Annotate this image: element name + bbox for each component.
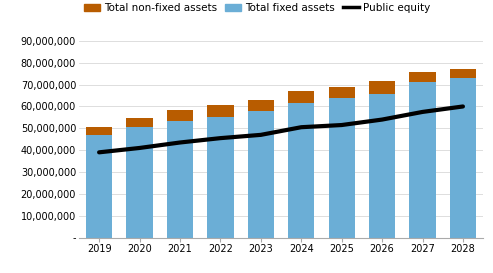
Bar [328,98,355,238]
Bar [409,82,436,238]
Bar [167,121,193,238]
Bar [247,100,274,111]
Bar [126,127,153,238]
Bar [409,72,436,82]
Bar [207,117,234,238]
Bar [86,135,112,238]
Bar [369,94,395,238]
Bar [369,81,395,94]
Bar [86,127,112,135]
Bar [328,87,355,98]
Bar [167,110,193,121]
Legend: Total non-fixed assets, Total fixed assets, Public equity: Total non-fixed assets, Total fixed asse… [84,3,430,13]
Bar [207,105,234,117]
Bar [450,69,476,78]
Bar [450,78,476,238]
Bar [247,111,274,238]
Bar [288,103,315,238]
Bar [126,118,153,127]
Bar [288,91,315,103]
